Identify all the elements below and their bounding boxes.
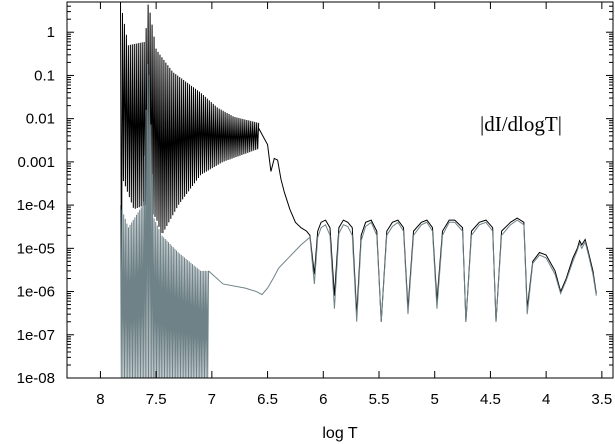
x-tick-label: 5 — [431, 391, 439, 408]
axis-layer: 8 7.5 7 6.5 6 5.5 5 4.5 4 3.5 1 0.1 0.01 0.001 1e-04 1e… — [17, 2, 613, 408]
series-1 — [119, 2, 597, 322]
y-tick-label: 0.1 — [34, 67, 55, 84]
x-tick-label: 7.5 — [146, 391, 167, 408]
series-1-line — [258, 128, 597, 322]
plot-frame — [66, 1, 614, 379]
y-tick-label: 1e-08 — [17, 370, 55, 387]
series-layer — [119, 2, 597, 378]
y-tick-label: 1e-06 — [17, 284, 55, 301]
y-tick-label: 1e-05 — [17, 240, 55, 257]
series-2-oscillation — [119, 63, 210, 378]
x-tick-label: 4 — [542, 391, 550, 408]
x-tick-label: 6.5 — [257, 391, 278, 408]
series-2 — [119, 63, 597, 378]
x-tick-label: 3.5 — [591, 391, 612, 408]
y-tick-label: 1e-07 — [17, 327, 55, 344]
series-1-oscillation — [119, 2, 260, 290]
curve-annotation: |dI/dlogT| — [480, 112, 562, 136]
x-tick-label: 5.5 — [369, 391, 390, 408]
y-tick-label: 0.01 — [26, 111, 55, 128]
x-tick-label: 8 — [96, 391, 104, 408]
y-tick-label: 0.001 — [17, 154, 55, 171]
x-tick-label: 6 — [319, 391, 327, 408]
x-tick-label: 4.5 — [480, 391, 501, 408]
series-2-line — [208, 219, 597, 322]
y-tick-label: 1e-04 — [17, 197, 55, 214]
x-axis-title: log T — [322, 425, 358, 442]
x-tick-label: 7 — [208, 391, 216, 408]
y-tick-label: 1 — [47, 24, 55, 41]
